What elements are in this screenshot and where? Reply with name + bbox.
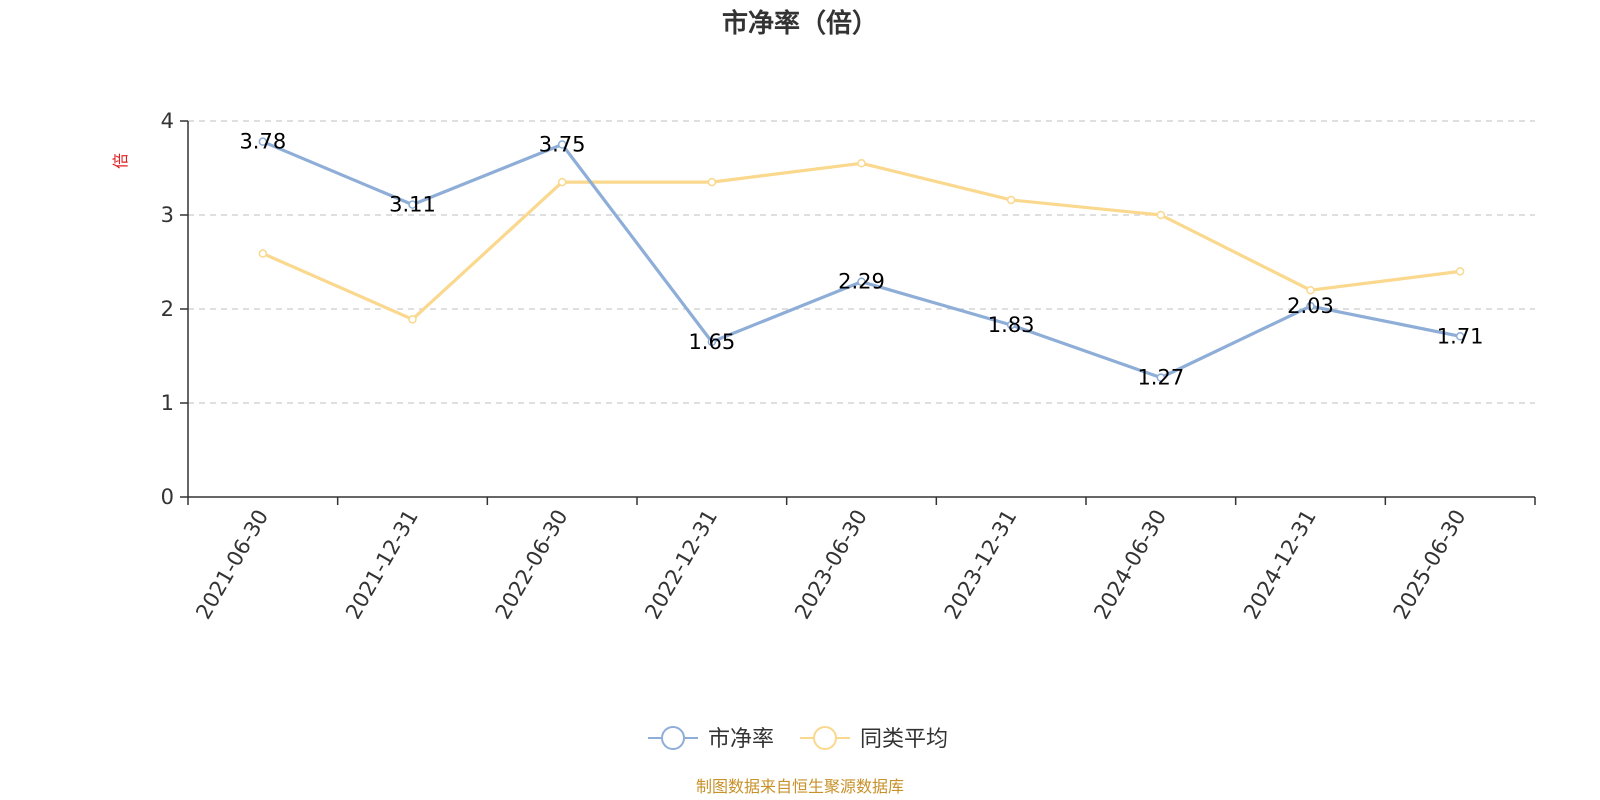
data-source-note: 制图数据来自恒生聚源数据库 xyxy=(696,777,904,796)
data-label: 1.83 xyxy=(988,313,1035,337)
data-labels: 3.78 3.11 3.75 1.65 2.29 1.83 1.27 2.03 1.71 xyxy=(239,130,1483,390)
x-tick-label: 2022-06-30 xyxy=(491,506,573,624)
data-label: 3.11 xyxy=(389,193,436,217)
legend-label: 同类平均 xyxy=(860,727,948,752)
y-axis-unit-label: 倍 xyxy=(111,153,130,169)
chart-title: 市净率（倍） xyxy=(722,8,878,39)
legend-item-peer-average[interactable]: 同类平均 xyxy=(800,726,948,752)
data-label: 1.27 xyxy=(1137,366,1184,390)
data-point xyxy=(258,137,268,146)
data-point xyxy=(1306,301,1315,311)
data-point xyxy=(1455,332,1465,341)
series-line-peer-average xyxy=(262,161,1461,321)
y-tick-label: 3 xyxy=(161,203,174,227)
data-point xyxy=(1006,320,1016,330)
x-tick-label: 2023-06-30 xyxy=(790,506,872,624)
data-label: 2.03 xyxy=(1287,294,1334,318)
data-point xyxy=(857,277,866,286)
data-point xyxy=(557,140,567,149)
data-point xyxy=(1156,373,1166,382)
data-point xyxy=(258,249,268,258)
x-tick-label: 2022-12-31 xyxy=(640,506,722,624)
y-tick-label: 0 xyxy=(161,485,174,509)
x-tick-label: 2023-12-31 xyxy=(940,506,1022,624)
y-tick-label: 2 xyxy=(161,297,174,321)
data-point xyxy=(1156,210,1166,220)
legend-swatch-marker xyxy=(813,726,837,750)
x-tick-label: 2024-12-31 xyxy=(1239,506,1321,624)
data-point xyxy=(707,177,717,187)
series-line-pb-ratio xyxy=(262,140,1461,380)
x-tick-label: 2025-06-30 xyxy=(1389,506,1471,624)
legend[interactable]: 市净率 同类平均 xyxy=(648,726,948,752)
x-tick-label: 2021-12-31 xyxy=(341,506,423,624)
x-tick-label: 2024-06-30 xyxy=(1089,506,1171,624)
data-point xyxy=(857,159,866,168)
data-point xyxy=(1455,267,1465,276)
data-label: 1.65 xyxy=(688,330,735,354)
legend-swatch-marker xyxy=(661,726,685,750)
data-label: 2.29 xyxy=(838,270,885,294)
data-label: 1.71 xyxy=(1437,324,1484,348)
data-point xyxy=(408,315,417,324)
series-lines xyxy=(258,137,1465,382)
data-point xyxy=(408,200,417,209)
data-label: 3.78 xyxy=(239,130,286,154)
x-tick-label: 2021-06-30 xyxy=(191,506,273,624)
data-point xyxy=(1006,195,1016,205)
legend-item-pb-ratio[interactable]: 市净率 xyxy=(648,726,774,752)
y-tick-label: 1 xyxy=(161,391,174,415)
data-label: 3.75 xyxy=(539,133,586,157)
data-point xyxy=(1306,285,1315,295)
data-point xyxy=(707,337,717,347)
legend-label: 市净率 xyxy=(708,727,774,752)
data-point xyxy=(557,177,567,187)
y-tick-label: 4 xyxy=(161,109,174,133)
